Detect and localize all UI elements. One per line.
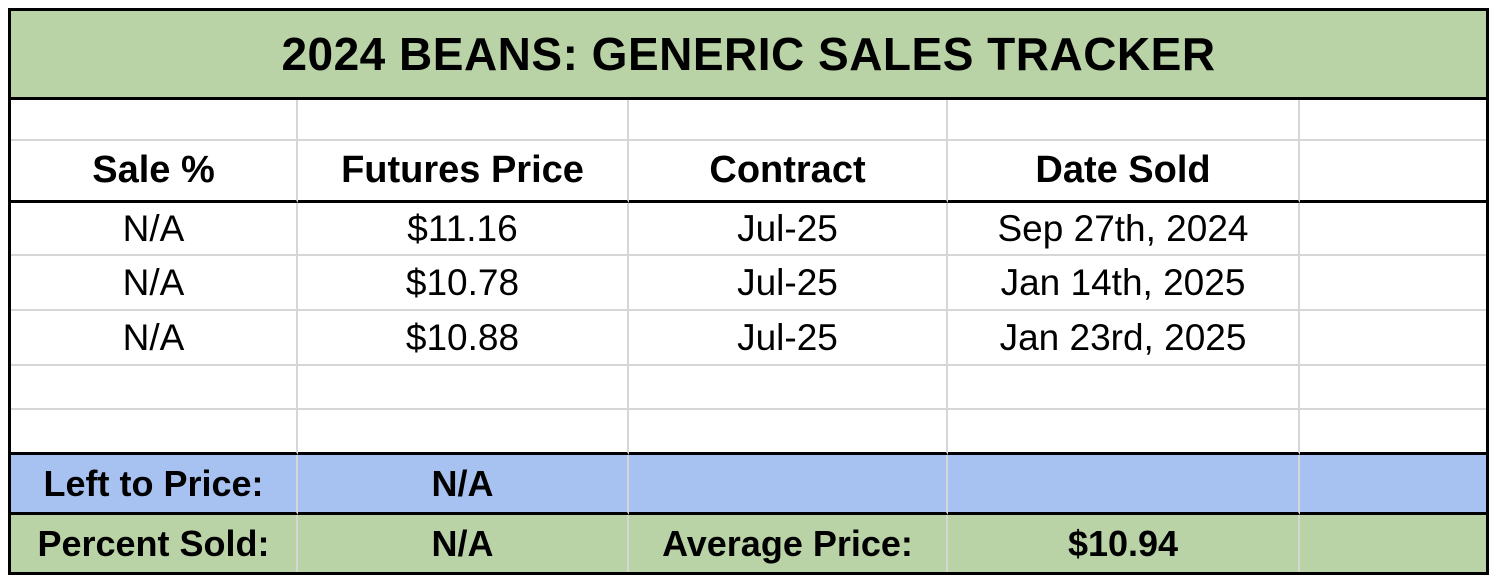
left-to-price-value[interactable]: N/A	[298, 455, 629, 515]
blue-row-empty-cell[interactable]	[1300, 455, 1486, 515]
spacer-cell[interactable]	[298, 100, 629, 141]
cell-sale-pct[interactable]: N/A	[11, 256, 298, 311]
cell-sale-pct[interactable]: N/A	[11, 203, 298, 256]
empty-row-cell[interactable]	[1300, 410, 1486, 455]
column-header-contract[interactable]: Contract	[629, 141, 948, 203]
cell-futures-price[interactable]: $11.16	[298, 203, 629, 256]
empty-row-cell[interactable]	[11, 410, 298, 455]
cell-futures-price[interactable]: $10.78	[298, 256, 629, 311]
empty-row-cell[interactable]	[948, 410, 1300, 455]
cell-empty[interactable]	[1300, 311, 1486, 366]
empty-row-cell[interactable]	[948, 366, 1300, 410]
green-row-empty-cell[interactable]	[1300, 515, 1486, 572]
average-price-label[interactable]: Average Price:	[629, 515, 948, 572]
cell-sale-pct[interactable]: N/A	[11, 311, 298, 366]
spacer-cell[interactable]	[948, 100, 1300, 141]
cell-contract[interactable]: Jul-25	[629, 256, 948, 311]
blue-row-empty-cell[interactable]	[948, 455, 1300, 515]
empty-row-cell[interactable]	[298, 410, 629, 455]
cell-date-sold[interactable]: Sep 27th, 2024	[948, 203, 1300, 256]
cell-date-sold[interactable]: Jan 14th, 2025	[948, 256, 1300, 311]
empty-row-cell[interactable]	[1300, 366, 1486, 410]
cell-empty[interactable]	[1300, 203, 1486, 256]
page-title[interactable]: 2024 BEANS: GENERIC SALES TRACKER	[11, 11, 1486, 100]
column-header-date-sold[interactable]: Date Sold	[948, 141, 1300, 203]
column-header-futures-price[interactable]: Futures Price	[298, 141, 629, 203]
spacer-cell[interactable]	[629, 100, 948, 141]
blue-row-empty-cell[interactable]	[629, 455, 948, 515]
sales-tracker-table: 2024 BEANS: GENERIC SALES TRACKER Sale %…	[8, 8, 1489, 575]
spacer-cell[interactable]	[11, 100, 298, 141]
empty-row-cell[interactable]	[629, 410, 948, 455]
empty-row-cell[interactable]	[298, 366, 629, 410]
cell-date-sold[interactable]: Jan 23rd, 2025	[948, 311, 1300, 366]
empty-row-cell[interactable]	[629, 366, 948, 410]
empty-row-cell[interactable]	[11, 366, 298, 410]
spacer-cell[interactable]	[1300, 100, 1486, 141]
cell-empty[interactable]	[1300, 256, 1486, 311]
left-to-price-label[interactable]: Left to Price:	[11, 455, 298, 515]
average-price-value[interactable]: $10.94	[948, 515, 1300, 572]
percent-sold-label[interactable]: Percent Sold:	[11, 515, 298, 572]
column-header-sale-pct[interactable]: Sale %	[11, 141, 298, 203]
cell-futures-price[interactable]: $10.88	[298, 311, 629, 366]
percent-sold-value[interactable]: N/A	[298, 515, 629, 572]
column-header-empty[interactable]	[1300, 141, 1486, 203]
cell-contract[interactable]: Jul-25	[629, 311, 948, 366]
cell-contract[interactable]: Jul-25	[629, 203, 948, 256]
